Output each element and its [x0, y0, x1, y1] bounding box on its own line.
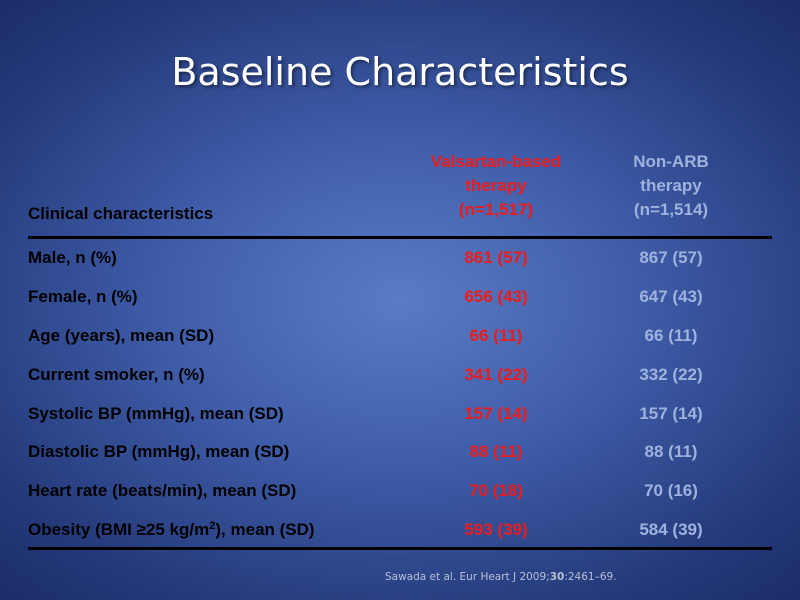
header-non-arb: Non-ARB therapy (n=1,514): [581, 150, 761, 222]
valsartan-value: 70 (18): [469, 481, 523, 501]
non-arb-value: 584 (39): [639, 520, 703, 540]
header-valsartan-line-3: (n=1,517): [458, 200, 534, 219]
row-label: Male, n (%): [28, 248, 117, 267]
table-header: Clinical characteristics Valsartan-based…: [28, 150, 772, 224]
row-label: Female, n (%): [28, 286, 138, 306]
row-label: Obesity (BMI ≥25 kg/m2), mean (SD): [28, 511, 315, 550]
row-label: Age (years), mean (SD): [28, 325, 215, 345]
table-body: Male, n (%) 861 (57) 867 (57) Female, n …: [28, 239, 772, 550]
header-clinical-characteristics: Clinical characteristics: [28, 204, 214, 223]
non-arb-value: 66 (11): [644, 325, 698, 345]
header-valsartan-line-1: Valsartan-based: [430, 152, 562, 171]
header-valsartan-line-2: therapy: [465, 176, 527, 195]
header-non-arb-line-1: Non-ARB: [633, 152, 709, 171]
valsartan-value: 88 (11): [469, 442, 523, 462]
row-label: Diastolic BP (mmHg), mean (SD): [28, 442, 290, 462]
table-row: Systolic BP (mmHg), mean (SD) 157 (14) 1…: [28, 395, 772, 434]
header-valsartan: Valsartan-based therapy (n=1,517): [406, 150, 586, 222]
valsartan-value: 66 (11): [469, 325, 523, 345]
non-arb-value: 157 (14): [639, 403, 703, 423]
header-non-arb-line-2: therapy: [640, 176, 702, 195]
table-top-rule: [28, 236, 772, 239]
superscript-2: 2: [209, 520, 216, 533]
table-row: Obesity (BMI ≥25 kg/m2), mean (SD) 593 (…: [28, 511, 772, 550]
table-row: Diastolic BP (mmHg), mean (SD) 88 (11) 8…: [28, 433, 772, 472]
citation-pages: :2461–69.: [564, 571, 617, 583]
row-label-text-end: ), mean (SD): [215, 520, 315, 540]
table-row: Male, n (%) 861 (57) 867 (57): [28, 239, 772, 278]
table-row: Female, n (%) 656 (43) 647 (43): [28, 278, 772, 317]
row-label: Systolic BP (mmHg), mean (SD): [28, 403, 284, 423]
non-arb-value: 332 (22): [639, 364, 703, 384]
row-label-text: Obesity (BMI ≥25 kg/m: [28, 520, 210, 540]
row-label: Current smoker, n (%): [28, 364, 205, 384]
non-arb-value: 647 (43): [639, 286, 703, 306]
table-row: Current smoker, n (%) 341 (22) 332 (22): [28, 356, 772, 395]
non-arb-value: 867 (57): [639, 248, 703, 267]
table-row: Heart rate (beats/min), mean (SD) 70 (18…: [28, 472, 772, 511]
citation-volume: 30: [549, 571, 565, 583]
row-label: Heart rate (beats/min), mean (SD): [28, 481, 297, 501]
slide-title: Baseline Characteristics: [171, 50, 629, 94]
non-arb-value: 88 (11): [644, 442, 698, 462]
citation-text: Sawada et al. Eur Heart J 2009;: [385, 571, 550, 583]
valsartan-value: 157 (14): [464, 403, 528, 423]
header-non-arb-line-3: (n=1,514): [633, 200, 709, 219]
valsartan-value: 341 (22): [464, 364, 528, 384]
valsartan-value: 861 (57): [464, 248, 528, 267]
citation: Sawada et al. Eur Heart J 2009;30:2461–6…: [385, 571, 617, 583]
table-bottom-rule: [28, 547, 772, 550]
valsartan-value: 656 (43): [464, 286, 528, 306]
non-arb-value: 70 (16): [644, 481, 698, 501]
valsartan-value: 593 (39): [464, 520, 528, 540]
table-row: Age (years), mean (SD) 66 (11) 66 (11): [28, 317, 772, 356]
